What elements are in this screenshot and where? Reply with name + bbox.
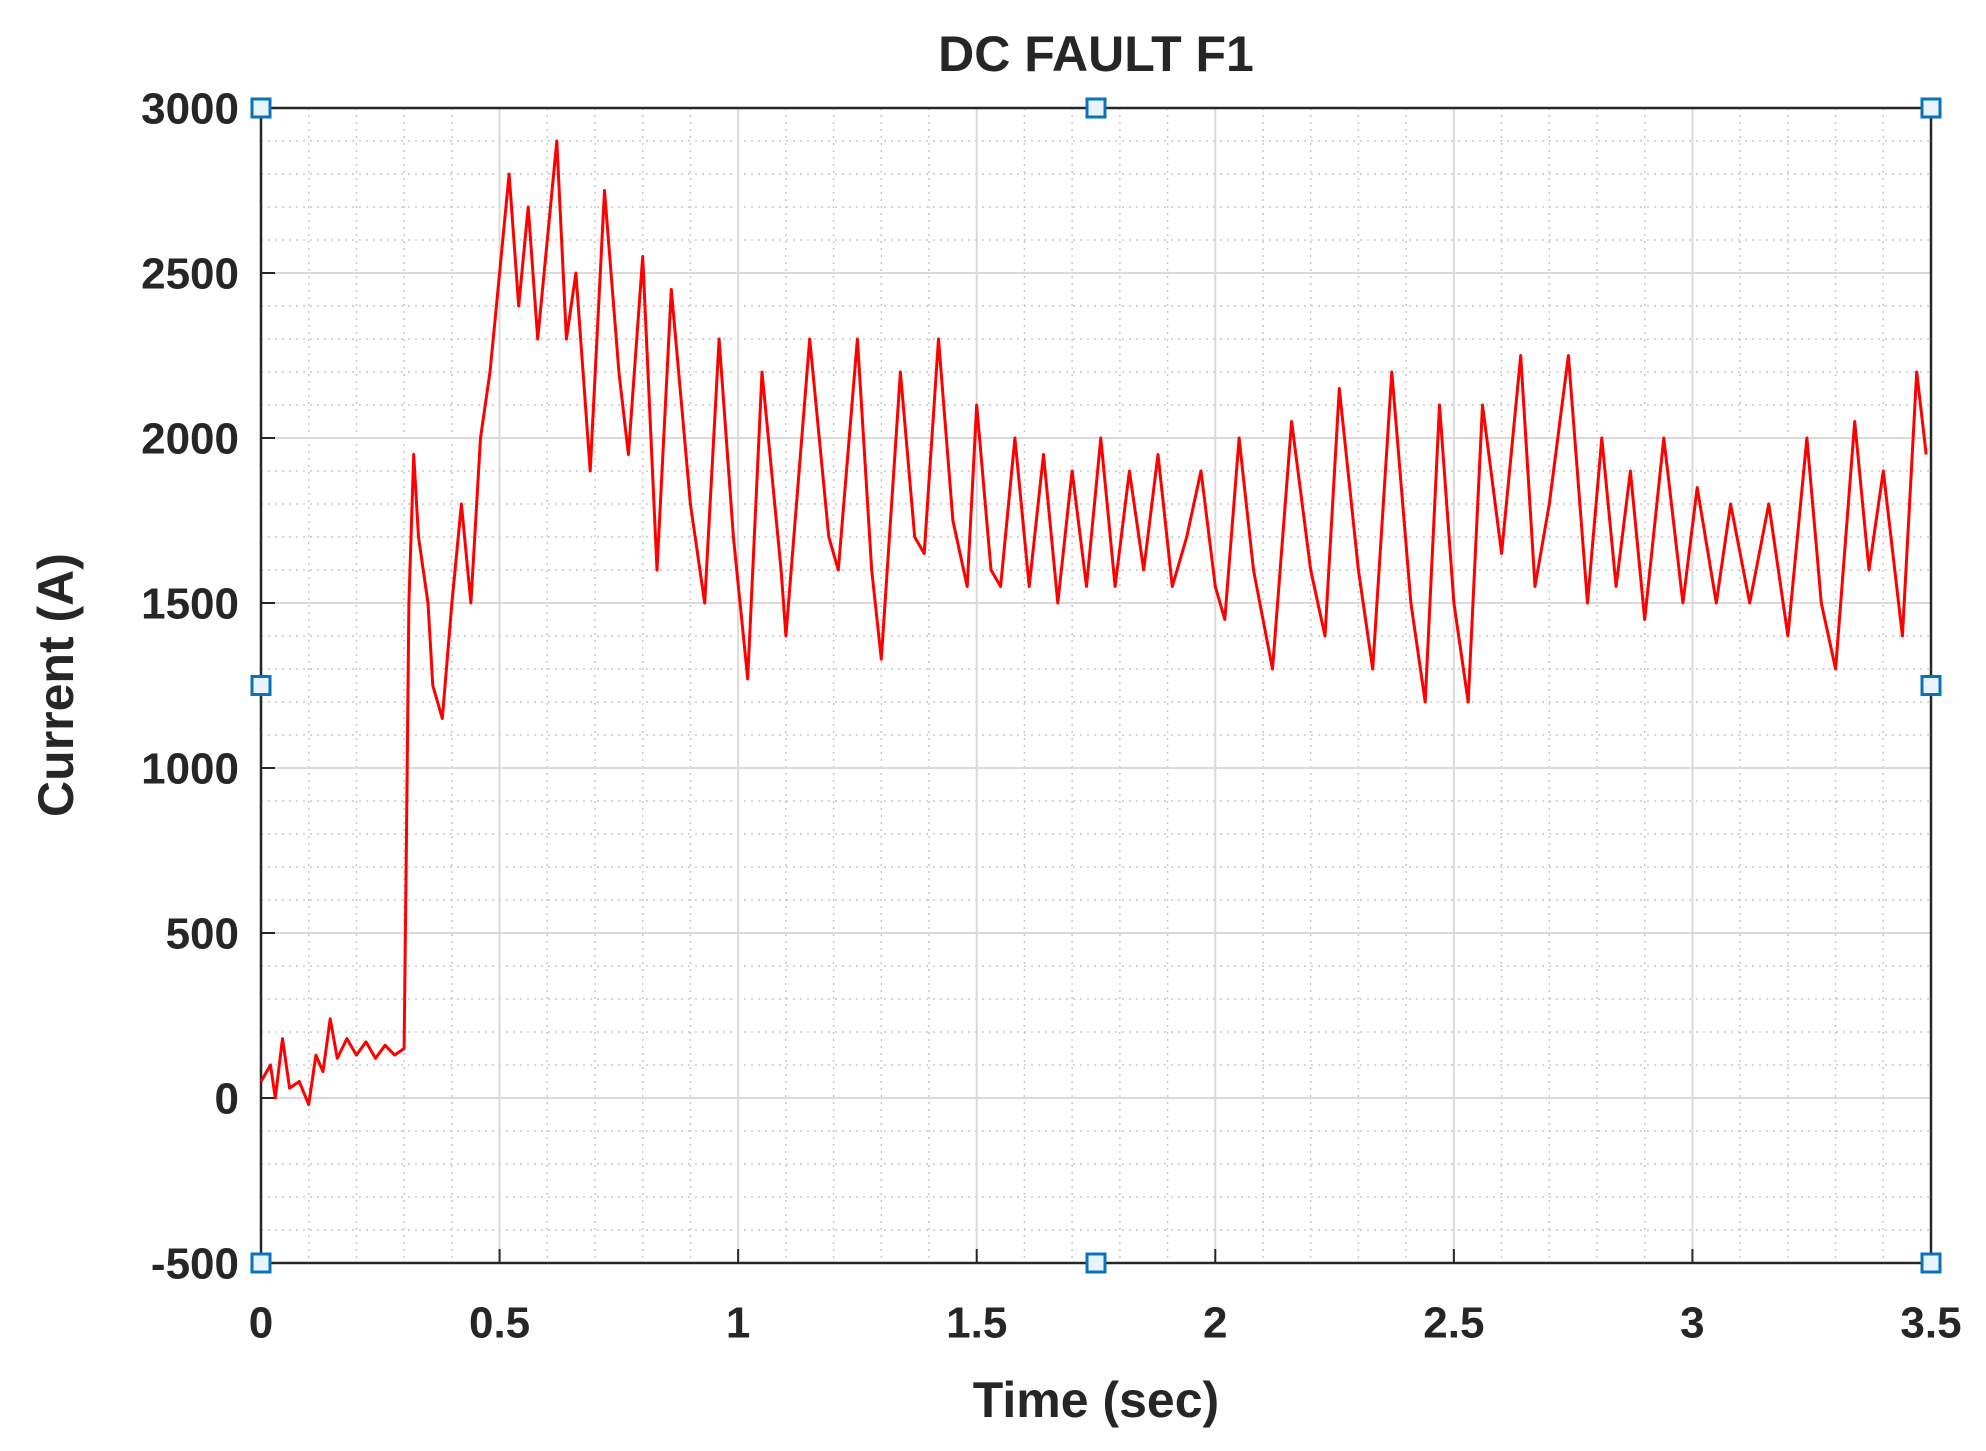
x-tick-label: 0.5 bbox=[469, 1299, 530, 1348]
x-tick-label: 3 bbox=[1680, 1299, 1704, 1348]
x-axis-label: Time (sec) bbox=[973, 1372, 1219, 1428]
selection-handle bbox=[250, 97, 272, 119]
selection-handle bbox=[250, 1252, 272, 1274]
y-tick-label: 2500 bbox=[141, 250, 239, 299]
y-tick-label: 2000 bbox=[141, 415, 239, 464]
x-tick-label: 2.5 bbox=[1423, 1299, 1484, 1348]
y-tick-label: 0 bbox=[215, 1075, 239, 1124]
y-tick-label: 1500 bbox=[141, 580, 239, 629]
selection-handle bbox=[1920, 675, 1942, 696]
y-tick-label: 1000 bbox=[141, 745, 239, 794]
x-tick-label: 1 bbox=[726, 1299, 750, 1348]
data-line bbox=[259, 139, 1928, 1107]
y-tick-label: 500 bbox=[166, 910, 239, 959]
y-tick-label: 3000 bbox=[141, 85, 239, 134]
x-tick-label: 3.5 bbox=[1900, 1299, 1961, 1348]
y-tick-label: -500 bbox=[151, 1240, 239, 1289]
x-tick-label: 0 bbox=[249, 1299, 273, 1348]
selection-handle bbox=[1920, 97, 1942, 119]
selection-handle bbox=[1085, 97, 1107, 119]
selection-handle bbox=[1920, 1252, 1942, 1274]
chart-title: DC FAULT F1 bbox=[938, 26, 1254, 82]
selection-handle bbox=[1085, 1252, 1107, 1274]
x-tick-label: 1.5 bbox=[946, 1299, 1007, 1348]
x-tick-label: 2 bbox=[1203, 1299, 1227, 1348]
selection-handle bbox=[250, 675, 272, 696]
y-axis-label: Current (A) bbox=[28, 553, 84, 817]
